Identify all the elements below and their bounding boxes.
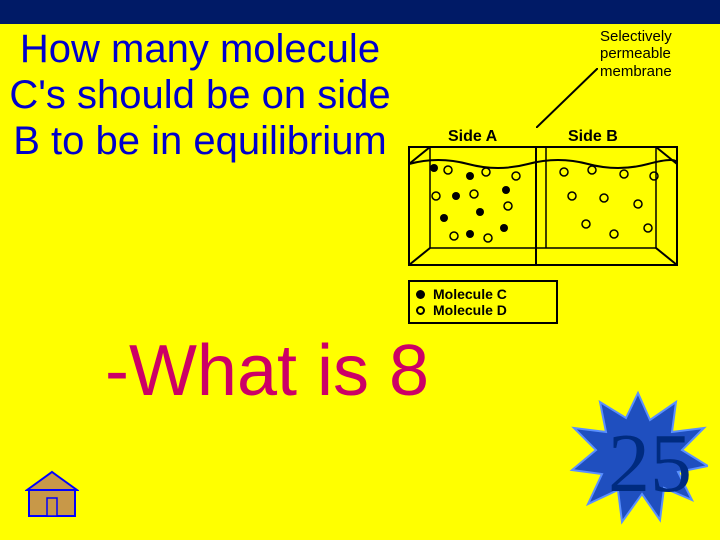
home-icon[interactable] [25, 470, 79, 518]
side-a-c [430, 164, 510, 238]
legend-row-d: Molecule D [416, 302, 550, 318]
side-a-molecules [430, 164, 520, 242]
callout-line [536, 68, 598, 128]
side-b-label: Side B [568, 128, 618, 146]
question-text: How many molecule C's should be on side … [0, 26, 400, 164]
container-box [408, 146, 678, 266]
score-number: 25 [608, 415, 692, 512]
legend-box: Molecule C Molecule D [408, 280, 558, 324]
callout-label: Selectivelypermeablemembrane [600, 28, 672, 80]
open-dot-icon [416, 306, 425, 315]
legend-c-label: Molecule C [433, 286, 507, 302]
filled-dot-icon [416, 290, 425, 299]
side-b-d [560, 166, 658, 238]
answer-text: -What is 8 [105, 330, 429, 412]
side-b-molecules [560, 166, 658, 238]
top-border-strip [0, 0, 720, 24]
side-a-label: Side A [448, 128, 497, 146]
legend-d-label: Molecule D [433, 302, 507, 318]
legend-row-c: Molecule C [416, 286, 550, 302]
